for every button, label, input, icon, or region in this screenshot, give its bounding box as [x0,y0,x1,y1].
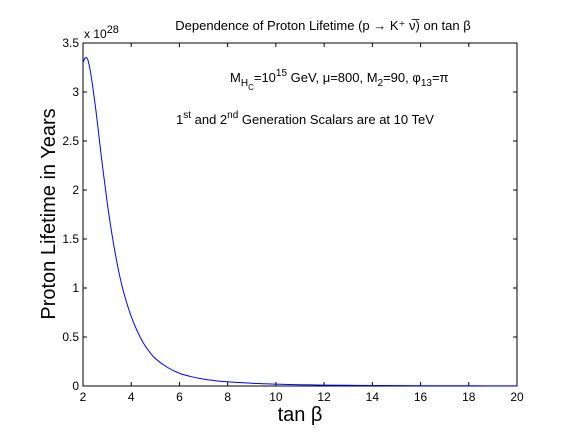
y-tick-label: 2.5 [62,134,79,148]
annotation-m-subsub: C [248,83,254,92]
plot-frame [82,42,518,387]
annotation-second-sup: nd [227,110,238,121]
annotation-eq1-sup: 15 [276,68,288,79]
annotation-rest2: =90, φ [383,70,421,85]
y-axis-label: Proton Lifetime in Years [38,108,60,319]
annotation-phi-sub: 13 [421,78,433,89]
x-tick-label: 10 [269,390,283,404]
y-tick-label: 1.5 [62,232,79,246]
x-tick-label: 18 [462,390,476,404]
annotation-eq1: =10 [254,70,276,85]
series-layer [82,57,518,387]
y-tick-label: 3.5 [62,36,79,50]
x-tick-label: 2 [80,390,87,404]
y-multiplier-exponent: 28 [107,24,119,36]
annotation-params: MHC=1015 GeV, μ=800, M2=90, φ13=π [230,68,449,92]
y-tick-label: 0.5 [62,330,79,344]
annotation-rest3: =π [432,70,449,85]
y-multiplier: x 1028 [84,24,119,41]
annotation-scalars: 1st and 2nd Generation Scalars are at 10… [176,110,434,127]
x-tick-label: 8 [224,390,231,404]
ticks-layer [82,42,518,387]
annotation-second: and 2 [191,112,227,127]
annotation-first: 1 [176,112,183,127]
y-tick-label: 2 [72,183,79,197]
series-line [82,57,518,387]
annotation-m2-sub: 2 [378,78,384,89]
chart-title: Dependence of Proton Lifetime (p → K⁺ ν̅… [175,18,470,33]
annotation-first-sup: st [183,110,191,121]
x-tick-label: 6 [176,390,183,404]
annotation-m: M [230,70,241,85]
annotation-m-sub: H [241,78,248,89]
x-axis-label: tan β [278,404,323,426]
y-tick-label: 3 [72,85,79,99]
annotation-rest1: GeV, μ=800, M [287,70,377,85]
y-tick-label: 1 [72,281,79,295]
x-tick-label: 14 [366,390,380,404]
y-tick-label: 0 [72,379,79,393]
x-tick-label: 4 [128,390,135,404]
y-multiplier-base: x 10 [84,27,107,41]
annotation-scalars-text: Generation Scalars are at 10 TeV [238,112,434,127]
x-tick-label: 20 [510,390,524,404]
x-tick-label: 12 [317,390,331,404]
x-tick-label: 16 [414,390,428,404]
